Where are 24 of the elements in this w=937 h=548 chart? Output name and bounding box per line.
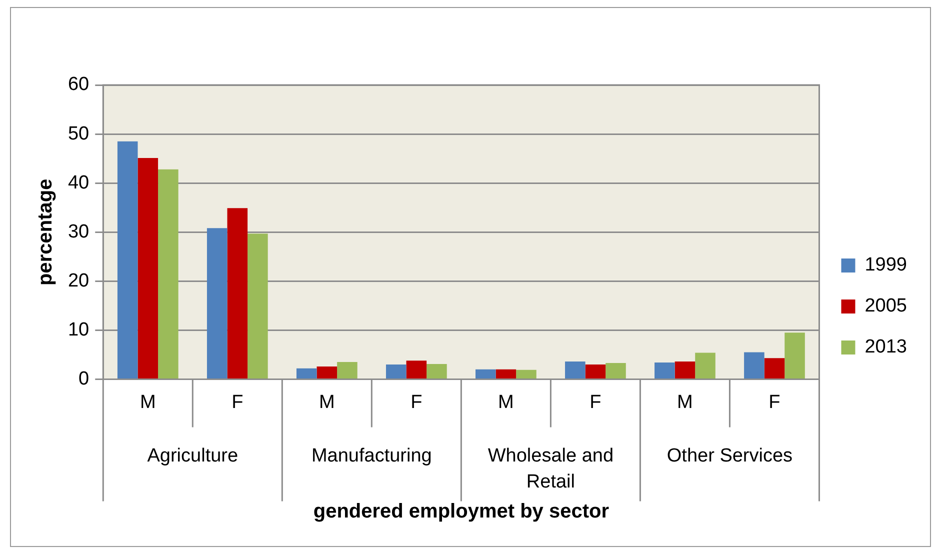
text: Other Services <box>666 445 793 466</box>
legend-label: 2013 <box>864 336 908 358</box>
y-tick-label: 40 <box>68 172 90 194</box>
text: Wholesale and Retail <box>488 445 614 492</box>
y-tick-label: 30 <box>68 221 90 242</box>
legend-label: 2005 <box>864 296 908 317</box>
y-tick-label: 50 <box>68 123 90 144</box>
text: Agriculture <box>147 445 238 466</box>
y-tick-label: 60 <box>68 74 90 96</box>
x-tick-label: M <box>498 392 514 413</box>
x-tick-label: F <box>410 392 422 413</box>
x-tick-label: M <box>140 392 156 413</box>
y-axis-title: percentage <box>34 178 57 286</box>
x-tick-label: F <box>232 392 244 413</box>
y-tick-label: 0 <box>78 368 90 390</box>
legend-label: 1999 <box>864 254 908 276</box>
y-tick-label: 10 <box>68 319 90 340</box>
x-tick-label: M <box>677 392 693 413</box>
text: Manufacturing <box>311 445 432 466</box>
x-tick-label: F <box>768 392 780 413</box>
x-tick-label: F <box>590 392 602 413</box>
x-tick-label: M <box>319 392 335 413</box>
y-tick-label: 20 <box>68 270 90 292</box>
x-axis-title: gendered employmet by sector <box>313 500 610 523</box>
